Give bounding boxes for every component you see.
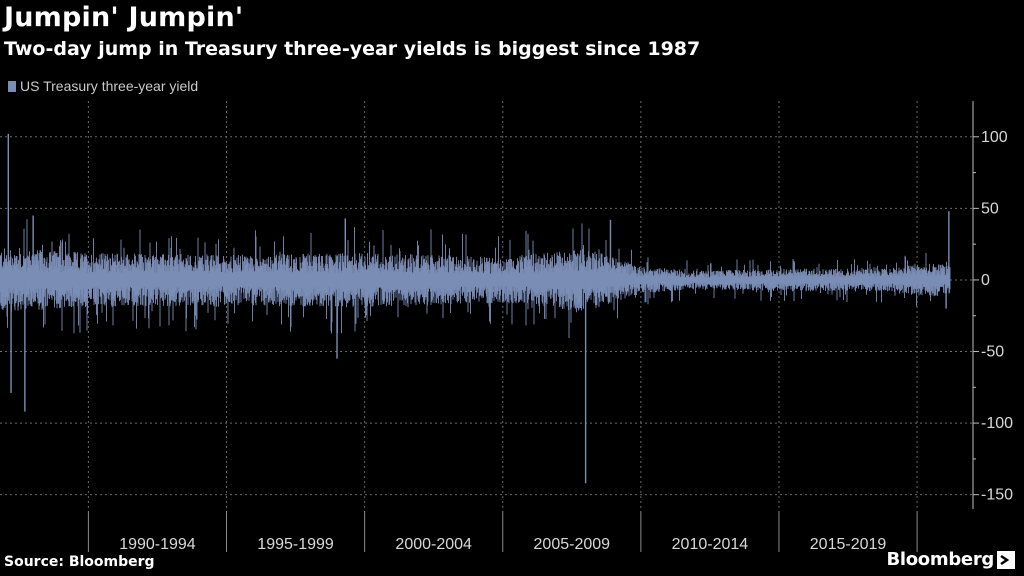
x-category-label: 2010-2014 (672, 536, 749, 553)
x-category-label: 1990-1994 (119, 536, 196, 553)
series-bars (0, 219, 951, 338)
legend-swatch (8, 80, 16, 92)
legend-label: US Treasury three-year yield (20, 78, 199, 94)
x-category-label: 2000-2004 (395, 536, 472, 553)
y-tick-label: 0 (981, 272, 990, 289)
y-tick-label: 50 (981, 200, 999, 217)
brand-logo: Bloomberg (886, 549, 1016, 570)
brand-terminal-icon (997, 550, 1015, 569)
chart-subtitle: Two-day jump in Treasury three-year yiel… (4, 38, 701, 60)
chart-legend: US Treasury three-year yield (8, 78, 198, 94)
y-tick-label: 100 (981, 129, 1008, 146)
x-category-label: 2015-2019 (810, 536, 887, 553)
x-category-label: 2005-2009 (534, 536, 611, 553)
x-category-label: 1995-1999 (257, 536, 334, 553)
y-tick-label: -150 (981, 487, 1013, 504)
y-tick-label: -50 (981, 344, 1004, 361)
y-tick-label: -100 (981, 415, 1013, 432)
brand-name: Bloomberg (886, 549, 994, 570)
source-note: Source: Bloomberg (4, 554, 155, 570)
chart-title: Jumpin' Jumpin' (4, 2, 244, 33)
